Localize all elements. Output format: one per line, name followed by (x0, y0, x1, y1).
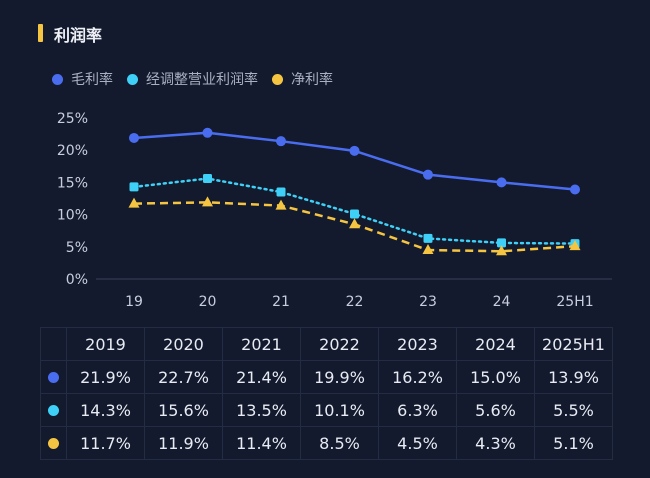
legend-label: 毛利率 (71, 72, 113, 88)
x-tick-label: 22 (346, 294, 364, 310)
y-tick-label: 10% (57, 208, 88, 224)
data-point (275, 199, 287, 210)
data-point (202, 196, 213, 207)
x-tick-label: 25H1 (556, 294, 593, 310)
table-cell: 21.9% (66, 360, 145, 394)
x-tick-label: 24 (493, 294, 511, 310)
data-point (276, 136, 286, 147)
table-cell: 6.3% (378, 393, 457, 427)
series-dot-icon (48, 371, 59, 383)
row-marker (40, 393, 67, 427)
x-tick-label: 21 (272, 294, 290, 310)
data-point (349, 218, 360, 229)
legend-dot-icon (127, 73, 138, 85)
table-cell: 15.6% (144, 393, 223, 427)
y-tick-label: 0% (66, 272, 88, 288)
y-tick-label: 5% (66, 240, 88, 256)
legend-dot-icon (52, 73, 63, 85)
table-cell: 15.0% (456, 360, 535, 394)
x-tick-label: 20 (199, 294, 217, 310)
data-table: 2019 2020 2021 2022 2023 2024 2025H1 21.… (40, 327, 613, 460)
table-header-row: 2019 2020 2021 2022 2023 2024 2025H1 (40, 327, 613, 361)
table-cell: 5.1% (534, 426, 613, 460)
table-cell: 5.5% (534, 393, 613, 427)
data-point (128, 197, 140, 208)
col-header: 2020 (144, 327, 223, 361)
data-point (496, 177, 507, 188)
col-header: 2019 (66, 327, 145, 361)
col-header: 2023 (378, 327, 457, 361)
row-marker (40, 426, 67, 460)
table-cell: 19.9% (300, 360, 379, 394)
series-dot-icon (48, 404, 59, 416)
data-point (202, 127, 213, 138)
legend-item-gross[interactable]: 毛利率 (52, 69, 113, 89)
series-dot-icon (48, 437, 59, 449)
table-cell: 10.1% (300, 393, 379, 427)
chart-title: 利润率 (54, 26, 103, 45)
y-tick-label: 15% (57, 175, 88, 191)
data-point (129, 182, 139, 192)
legend-item-net[interactable]: 净利率 (272, 69, 333, 89)
row-marker (40, 360, 67, 394)
data-point (422, 244, 434, 255)
data-point (423, 169, 433, 180)
y-tick-label: 20% (57, 143, 88, 159)
data-point (496, 245, 507, 256)
data-point (203, 174, 212, 184)
table-cell: 13.5% (222, 393, 301, 427)
col-header: 2022 (300, 327, 379, 361)
table-cell: 5.6% (456, 393, 535, 427)
table-cell: 22.7% (144, 360, 223, 394)
col-header: 2025H1 (534, 327, 613, 361)
legend-label: 净利率 (291, 72, 333, 88)
data-point (349, 145, 360, 156)
table-row: 21.9% 22.7% 21.4% 19.9% 16.2% 15.0% 13.9% (40, 360, 613, 394)
legend-label: 经调整营业利润率 (146, 72, 258, 88)
legend-dot-icon (272, 73, 283, 85)
table-cell: 11.9% (144, 426, 223, 460)
data-point (423, 233, 433, 243)
x-tick-label: 23 (419, 294, 437, 310)
col-header: 2024 (456, 327, 535, 361)
data-point (129, 132, 139, 143)
table-row: 11.7% 11.9% 11.4% 8.5% 4.5% 4.3% 5.1% (40, 426, 613, 460)
data-point (570, 184, 580, 195)
table-cell: 21.4% (222, 360, 301, 394)
title-accent-bar (38, 24, 43, 42)
y-tick-label: 25% (57, 111, 88, 127)
data-point (569, 240, 581, 251)
table-cell: 4.5% (378, 426, 457, 460)
x-tick-label: 19 (125, 294, 143, 310)
table-cell: 4.3% (456, 426, 535, 460)
data-point (276, 187, 286, 197)
legend-item-adjusted[interactable]: 经调整营业利润率 (127, 69, 258, 89)
table-cell: 13.9% (534, 360, 613, 394)
table-cell: 14.3% (66, 393, 145, 427)
table-cell: 8.5% (300, 426, 379, 460)
col-header: 2021 (222, 327, 301, 361)
line-chart: 0% 5% 10% 15% 20% 25% 19 20 21 22 23 24 25H1 (57, 111, 612, 310)
legend: 毛利率 经调整营业利润率 净利率 (52, 69, 347, 89)
table-cell: 11.4% (222, 426, 301, 460)
table-row: 14.3% 15.6% 13.5% 10.1% 6.3% 5.6% 5.5% (40, 393, 613, 427)
data-point (350, 209, 359, 219)
data-point (497, 238, 506, 248)
series-line (133, 131, 576, 191)
table-corner (40, 327, 67, 361)
table-cell: 11.7% (66, 426, 145, 460)
table-cell: 16.2% (378, 360, 457, 394)
